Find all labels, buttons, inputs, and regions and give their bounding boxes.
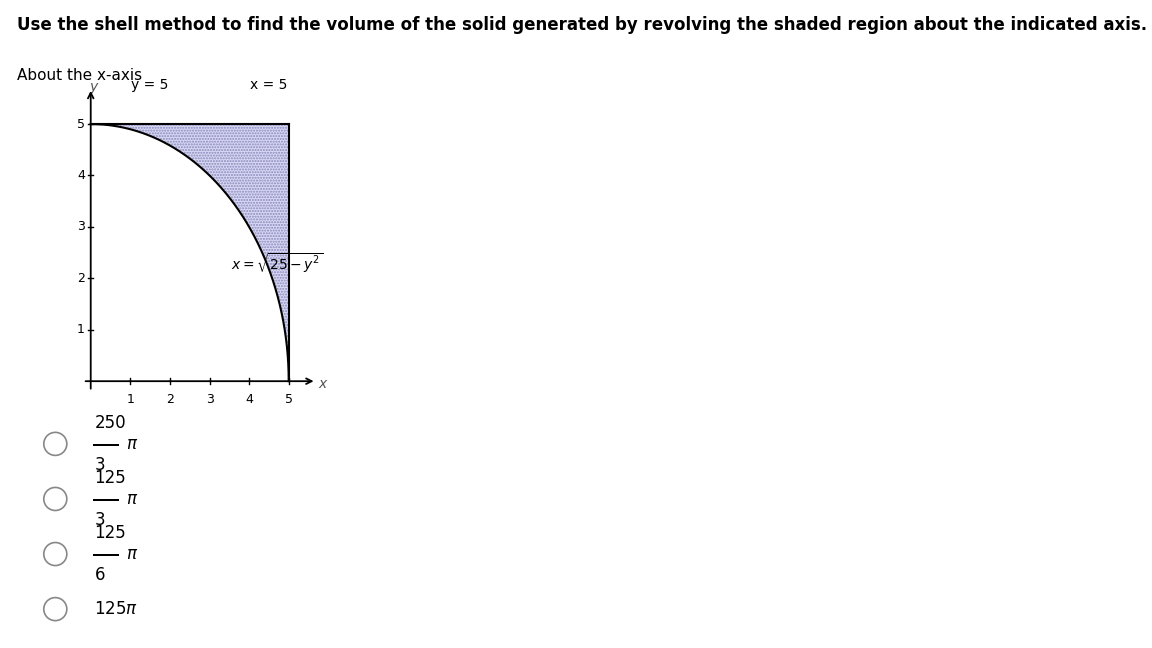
Text: $125\pi$: $125\pi$ bbox=[94, 600, 138, 618]
Text: About the x-axis: About the x-axis bbox=[17, 68, 143, 83]
Text: 4: 4 bbox=[77, 169, 85, 182]
Text: 2: 2 bbox=[166, 393, 174, 406]
Text: $x = \sqrt{25 - y^2}$: $x = \sqrt{25 - y^2}$ bbox=[232, 251, 324, 275]
Text: 4: 4 bbox=[245, 393, 253, 406]
Text: $\pi$: $\pi$ bbox=[126, 490, 138, 508]
Text: 5: 5 bbox=[77, 117, 85, 130]
Text: 3: 3 bbox=[77, 220, 85, 233]
Text: 5: 5 bbox=[285, 393, 293, 406]
Text: 1: 1 bbox=[127, 393, 135, 406]
Text: 1: 1 bbox=[77, 323, 85, 336]
Text: 6: 6 bbox=[94, 566, 105, 584]
Text: y: y bbox=[90, 80, 98, 94]
Text: 125: 125 bbox=[94, 469, 127, 487]
Text: 3: 3 bbox=[94, 456, 105, 474]
Text: x: x bbox=[318, 376, 326, 391]
Text: 3: 3 bbox=[205, 393, 213, 406]
Text: 125: 125 bbox=[94, 524, 127, 542]
Text: x = 5: x = 5 bbox=[250, 78, 288, 92]
Text: 250: 250 bbox=[94, 414, 126, 432]
Text: y = 5: y = 5 bbox=[131, 78, 169, 92]
Text: 2: 2 bbox=[77, 272, 85, 285]
Text: $\pi$: $\pi$ bbox=[126, 545, 138, 563]
Text: $\pi$: $\pi$ bbox=[126, 435, 138, 453]
Text: Use the shell method to find the volume of the solid generated by revolving the : Use the shell method to find the volume … bbox=[17, 16, 1147, 34]
Text: 3: 3 bbox=[94, 511, 105, 529]
